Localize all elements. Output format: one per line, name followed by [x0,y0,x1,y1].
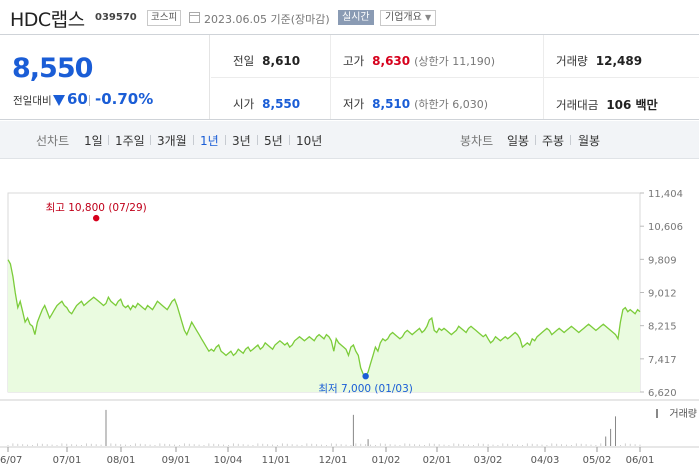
calendar-icon [189,12,200,23]
y-tick-label: 10,606 [648,222,683,233]
down-triangle-icon [53,95,65,106]
stat-value: 8,510 [372,97,411,111]
divider [225,135,226,145]
x-tick-label: 06/01 [626,455,655,466]
tab-1d[interactable]: 1일 [84,134,103,148]
company-overview-dropdown[interactable]: 기업개요 ▼ [380,10,437,26]
volume-label: 거래량 [669,408,697,420]
stat-high: 고가 8,630 (상한가 11,190) [343,53,495,69]
tab-3y[interactable]: 3년 [232,134,251,148]
x-tick-label: 07/01 [53,455,82,466]
x-tick-label: 11/01 [262,455,291,466]
divider [150,135,151,145]
stat-label: 거래량 [556,54,588,68]
price-change-percent: -0.70% [95,90,154,108]
tab-5y[interactable]: 5년 [264,134,283,148]
divider [289,135,290,145]
market-badge: 코스피 [147,10,182,26]
realtime-button[interactable]: 실시간 [338,10,374,25]
y-tick-label: 9,809 [648,255,677,266]
y-tick-label: 7,417 [648,355,677,366]
high-marker [92,214,100,222]
stat-low: 저가 8,510 (하한가 6,030) [343,96,488,112]
stock-name: HDC랩스 [10,9,85,31]
stat-amount: 거래대금 106 백만 [556,96,658,113]
tab-weekly[interactable]: 주봉 [542,134,565,148]
x-tick-label: 12/01 [319,455,348,466]
tab-3m[interactable]: 3개월 [157,134,187,148]
y-tick-label: 9,012 [648,289,677,300]
stat-label: 시가 [233,97,255,111]
volume-bars: 거래량 [7,408,697,446]
x-tick-label: 02/01 [423,455,452,466]
tab-daily[interactable]: 일봉 [507,134,530,148]
x-tick-label: 04/03 [531,455,560,466]
stat-open: 시가 8,550 [233,96,300,112]
y-tick-label: 8,215 [648,322,677,333]
current-price-box: 8,550 전일대비 60 -0.70% [0,35,210,119]
stat-value: 8,630 [372,54,411,68]
high-annotation: 최고 10,800 (07/29) [46,202,147,214]
stat-label: 거래대금 [556,98,599,112]
period-tabs: 선차트 1일 1주일 3개월 1년 3년 5년 10년 봉차트 일봉 주봉 월봉 [0,121,699,159]
x-tick-label: 03/02 [474,455,503,466]
x-tick-label: 08/01 [107,455,136,466]
stat-label: 전일 [233,54,255,68]
divider [193,135,194,145]
current-price: 8,550 [12,53,93,84]
x-axis-labels: 06/07 07/01 08/01 09/01 10/04 11/01 12/01 01/02… [0,455,654,466]
price-summary: 8,550 전일대비 60 -0.70% 전일 8,610 고가 8,630 (상한가… [0,34,699,120]
y-tick-label: 11,404 [648,189,683,200]
stat-sub: (상한가 11,190) [414,55,496,68]
stat-value: 8,610 [262,54,301,68]
divider [89,95,90,106]
low-annotation: 최저 7,000 (01/03) [318,383,413,395]
line-chart-label: 선차트 [36,134,70,148]
stock-header: HDC랩스 039570 코스피 2023.06.05 기준(장마감) 실시간 … [0,0,699,34]
price-area [8,259,640,392]
stat-sub: (하한가 6,030) [414,98,489,111]
price-line [7,259,641,378]
divider [570,135,571,145]
stat-label: 고가 [343,54,365,68]
company-overview-label: 기업개요 [385,12,422,23]
stat-volume: 거래량 12,489 [556,53,642,69]
divider [211,77,699,78]
base-date: 2023.06.05 기준(장마감) [204,13,330,26]
divider [535,135,536,145]
stat-prev-close: 전일 8,610 [233,53,300,69]
stat-value: 12,489 [595,54,643,68]
low-marker [362,372,369,380]
stat-value: 106 백만 [606,98,658,112]
x-tick-label: 05/02 [583,455,612,466]
stock-code: 039570 [95,12,137,23]
tab-10y[interactable]: 10년 [296,134,323,148]
candle-chart-label: 봉차트 [460,134,494,148]
change-label: 전일대비 [13,95,52,107]
y-tick-label: 6,620 [648,388,677,399]
x-tick-label: 06/07 [0,455,22,466]
tab-monthly[interactable]: 월봉 [578,134,601,148]
x-tick-label: 01/02 [372,455,401,466]
price-chart[interactable]: 11,404 10,606 9,809 9,012 8,215 7,417 6,620 06… [0,168,699,470]
x-tick-label: 09/01 [162,455,191,466]
y-axis-labels: 11,404 10,606 9,809 9,012 8,215 7,417 6,620 [648,189,683,399]
price-change: 60 [67,90,88,108]
chevron-down-icon: ▼ [425,13,432,22]
volume-legend-icon [656,409,658,418]
stat-label: 저가 [343,97,365,111]
tab-1y[interactable]: 1년 [200,134,219,148]
divider [108,135,109,145]
divider [257,135,258,145]
chart-annotations: 최고 10,800 (07/29) 최저 7,000 (01/03) [46,202,413,395]
stat-value: 8,550 [262,97,301,111]
tab-1w[interactable]: 1주일 [115,134,145,148]
x-tick-label: 10/04 [214,455,243,466]
